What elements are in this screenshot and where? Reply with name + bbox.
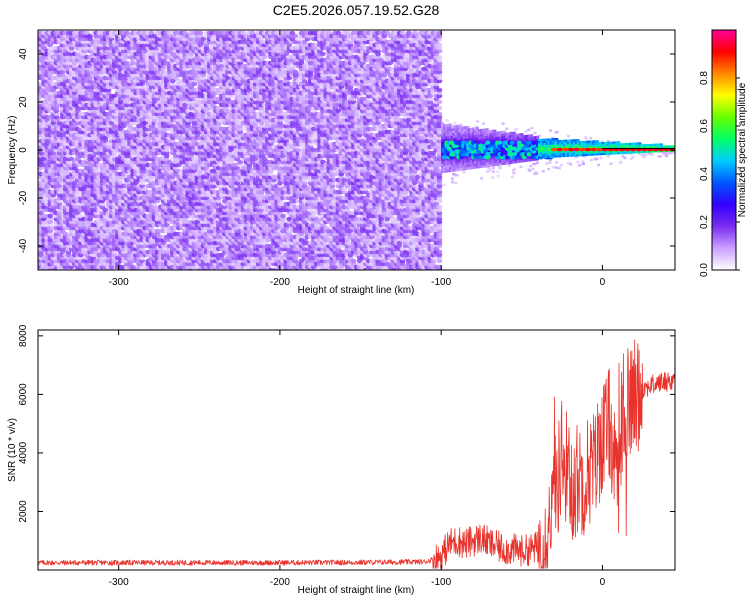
spectrogram-noise-cell bbox=[197, 30, 204, 36]
spectrogram-noise-cell bbox=[71, 180, 78, 186]
spectrogram-noise-cell bbox=[87, 54, 93, 60]
spectrogram-noise-cell bbox=[78, 213, 84, 219]
spectrogram-noise-cell bbox=[102, 207, 109, 213]
spectrogram-noise-cell bbox=[38, 180, 44, 186]
chart-title: C2E5.2026.057.19.52.G28 bbox=[273, 2, 440, 18]
spectrogram-noise-cell bbox=[108, 120, 115, 126]
spectrogram-noise-cell bbox=[62, 231, 69, 237]
spectrogram-noise-cell bbox=[68, 156, 75, 162]
spectrogram-noise-cell bbox=[50, 222, 57, 228]
spectrogram-noise-cell bbox=[47, 42, 54, 48]
spectrogram-noise-cell bbox=[84, 30, 90, 36]
spectrogram-noise-cell bbox=[105, 141, 112, 147]
spectrogram-noise-cell bbox=[87, 204, 93, 210]
spectrogram-noise bbox=[38, 30, 443, 270]
spectrogram-noise-cell bbox=[41, 111, 48, 117]
spectrogram-noise-cell bbox=[93, 246, 100, 252]
spectrogram-noise-cell bbox=[102, 135, 109, 141]
spectrogram-noise-cell bbox=[74, 183, 81, 189]
spectrogram-noise-cell bbox=[105, 60, 112, 66]
spectrogram-noise-cell bbox=[47, 213, 54, 219]
spectrogram-noise-cell bbox=[59, 69, 66, 75]
spectrogram-noise-cell bbox=[38, 210, 44, 216]
spectrogram-noise-cell bbox=[84, 69, 90, 75]
spectrogram-noise-cell bbox=[62, 75, 69, 81]
spectrogram-noise-cell bbox=[41, 156, 48, 162]
spectrogram-noise-cell bbox=[87, 33, 93, 39]
spectrogram-noise-cell bbox=[59, 153, 66, 159]
